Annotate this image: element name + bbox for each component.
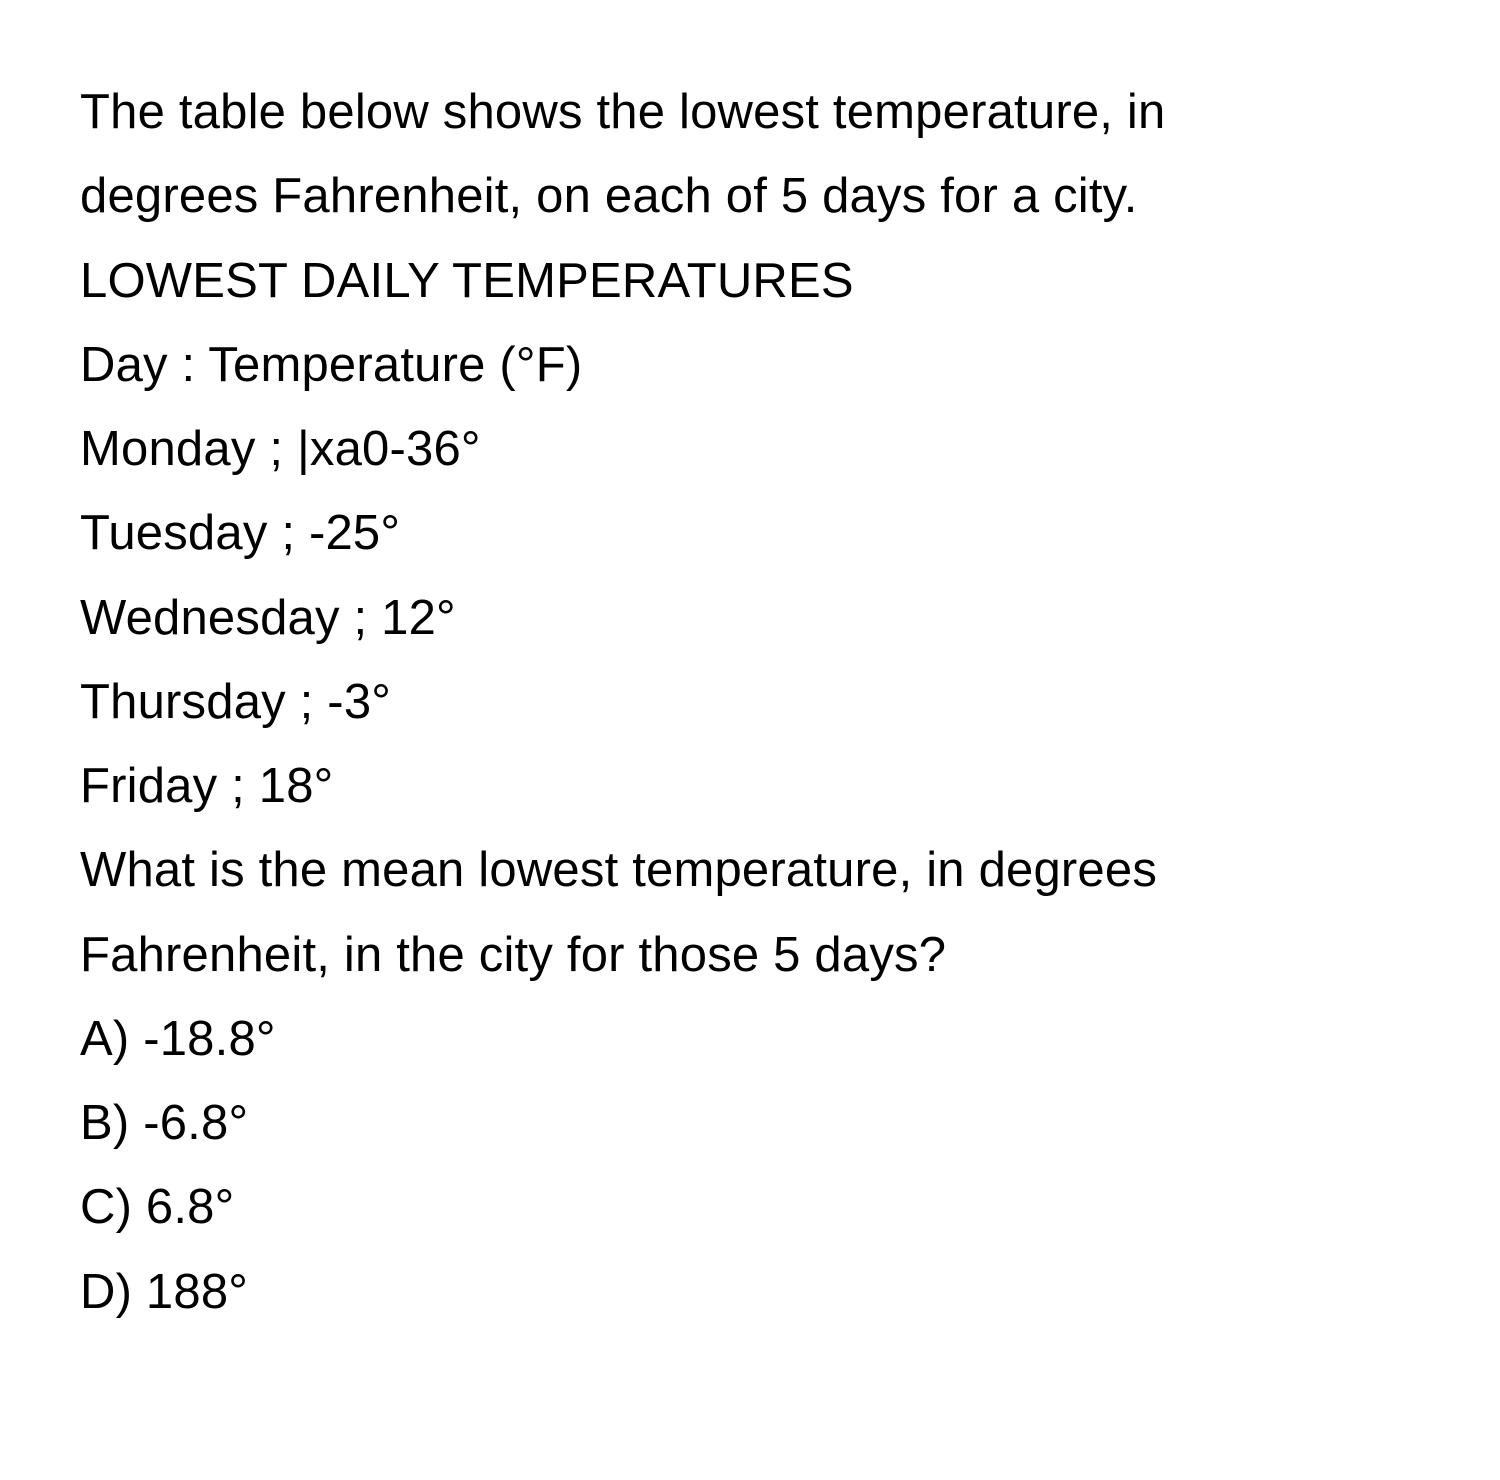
table-row: Wednesday ; 12°: [80, 576, 1420, 660]
option-c: C) 6.8°: [80, 1165, 1420, 1249]
table-title: LOWEST DAILY TEMPERATURES: [80, 239, 1420, 323]
table-row: Tuesday ; -25°: [80, 491, 1420, 575]
option-b: B) -6.8°: [80, 1081, 1420, 1165]
question-block: The table below shows the lowest tempera…: [80, 70, 1420, 1334]
option-a: A) -18.8°: [80, 997, 1420, 1081]
intro-line-1: The table below shows the lowest tempera…: [80, 70, 1420, 154]
table-row: Friday ; 18°: [80, 744, 1420, 828]
table-header: Day : Temperature (°F): [80, 323, 1420, 407]
intro-line-2: degrees Fahrenheit, on each of 5 days fo…: [80, 154, 1420, 238]
prompt-line-2: Fahrenheit, in the city for those 5 days…: [80, 913, 1420, 997]
table-row: Thursday ; -3°: [80, 660, 1420, 744]
table-row: Monday ; |xa0-36°: [80, 407, 1420, 491]
option-d: D) 188°: [80, 1250, 1420, 1334]
prompt-line-1: What is the mean lowest temperature, in …: [80, 828, 1420, 912]
